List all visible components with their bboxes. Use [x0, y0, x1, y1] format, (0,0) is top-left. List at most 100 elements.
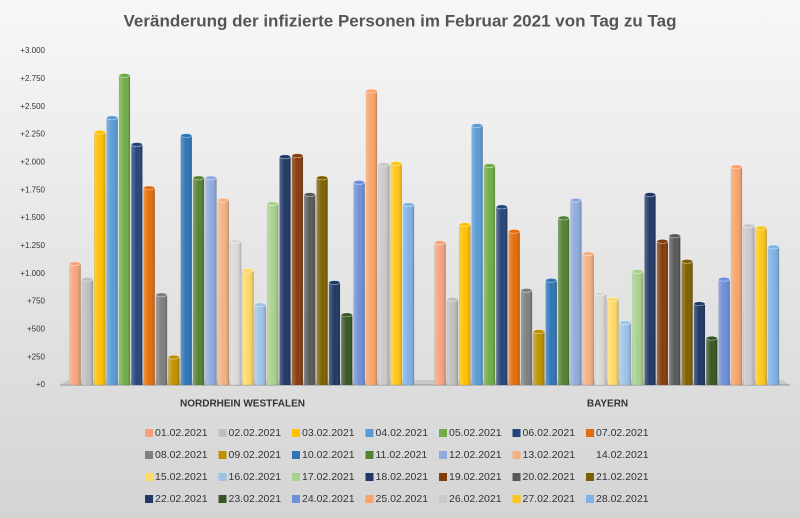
bar-shade — [706, 338, 718, 385]
legend-swatch — [218, 495, 227, 503]
bar-shade — [366, 91, 377, 385]
bar-shade — [484, 165, 495, 385]
bar-shade — [180, 135, 192, 385]
bar-cap — [471, 123, 483, 128]
bar-shade — [390, 163, 402, 385]
bar-shade — [693, 303, 705, 385]
y-tick-label: +2.000 — [20, 157, 45, 166]
legend-swatch — [512, 495, 521, 503]
bar-cap — [192, 175, 205, 181]
legend-label: 10.02.2021 — [302, 449, 355, 461]
legend-label: 02.02.2021 — [229, 427, 282, 439]
bar-cap — [730, 164, 743, 170]
bar-cap — [69, 261, 81, 266]
bar-shade — [94, 132, 106, 385]
bar-cap — [291, 153, 304, 158]
bar-shade — [328, 282, 340, 385]
bar-shade — [731, 166, 742, 385]
bar-cap — [508, 229, 521, 234]
bar-cap — [378, 162, 390, 167]
legend-swatch — [439, 495, 447, 503]
bar-cap — [767, 244, 780, 250]
legend-label: 26.02.2021 — [449, 493, 502, 505]
bar-shade — [471, 125, 483, 386]
y-tick-label: +1.250 — [20, 241, 45, 250]
bar-shade — [230, 241, 242, 385]
bar-shade — [403, 204, 415, 385]
x-tick-label: NORDRHEIN WESTFALEN — [180, 399, 305, 410]
legend-label: 14.02.2021 — [596, 449, 649, 461]
legend-label: 07.02.2021 — [596, 427, 649, 439]
legend-swatch — [218, 451, 227, 459]
bar-shade — [508, 231, 520, 385]
legend-swatch — [512, 473, 521, 481]
bar-shade — [743, 225, 755, 385]
y-tick-label: +1.500 — [20, 213, 45, 222]
legend-label: 17.02.2021 — [302, 471, 355, 483]
bar-shade — [168, 357, 180, 385]
legend-label: 27.02.2021 — [523, 493, 576, 505]
bar-shade — [459, 224, 471, 385]
bar-shade — [755, 228, 767, 385]
bar-cap — [656, 239, 669, 244]
bar-shade — [434, 242, 446, 385]
bar-cap — [316, 175, 328, 181]
bar-cap — [365, 88, 378, 94]
bar-cap — [446, 296, 459, 302]
chart-title: Veränderung der infizierte Personen im F… — [124, 11, 677, 30]
legend-label: 24.02.2021 — [302, 493, 355, 505]
bar-shade — [558, 218, 570, 385]
bar-shade — [69, 263, 81, 385]
bar-shade — [533, 331, 545, 385]
legend-label: 23.02.2021 — [229, 493, 282, 505]
bar-shade — [341, 314, 353, 385]
bar-cap — [668, 233, 681, 239]
legend-swatch — [439, 473, 447, 481]
legend-swatch — [145, 451, 153, 459]
legend-swatch — [586, 451, 594, 459]
y-tick-label: +2.500 — [20, 102, 45, 111]
bar-shade — [242, 270, 254, 385]
bar-shade — [217, 200, 229, 385]
bar-cap — [390, 161, 403, 166]
bar-shade — [353, 182, 365, 385]
legend-label: 12.02.2021 — [449, 449, 502, 461]
legend-label: 01.02.2021 — [155, 427, 208, 439]
bar-cap — [303, 192, 316, 197]
bar-cap — [545, 278, 558, 283]
legend-swatch — [145, 495, 153, 503]
bar-cap — [94, 129, 106, 135]
bar-cap — [718, 276, 730, 282]
legend-swatch — [145, 473, 153, 481]
legend-swatch — [292, 451, 300, 459]
bar-cap — [594, 291, 607, 297]
bar-cap — [279, 154, 291, 160]
legend-swatch — [512, 429, 521, 437]
bar-shade — [254, 304, 266, 385]
bar-shade — [378, 164, 390, 385]
bar-shade — [267, 203, 279, 385]
bar-cap — [340, 312, 353, 318]
legend-swatch — [586, 495, 594, 503]
bar-shade — [106, 117, 118, 386]
y-tick-label: +250 — [27, 352, 46, 361]
x-tick-label: BAYERN — [587, 399, 628, 410]
bar-cap — [631, 269, 644, 274]
legend-swatch — [292, 473, 300, 481]
bar-cap — [81, 276, 94, 282]
bar-cap — [533, 329, 545, 334]
bar-shade — [632, 271, 644, 385]
legend-swatch — [365, 451, 374, 459]
y-tick-label: +1.000 — [20, 269, 45, 278]
bar-cap — [180, 133, 193, 138]
legend-label: 03.02.2021 — [302, 427, 355, 439]
y-tick-label: +2.250 — [20, 130, 45, 139]
bar-shade — [607, 299, 619, 385]
legend-swatch — [292, 429, 300, 437]
bar-shade — [143, 187, 155, 385]
legend-label: 28.02.2021 — [596, 493, 649, 505]
legend-swatch — [439, 429, 447, 437]
bar-shade — [768, 246, 780, 385]
legend-swatch — [292, 495, 300, 503]
